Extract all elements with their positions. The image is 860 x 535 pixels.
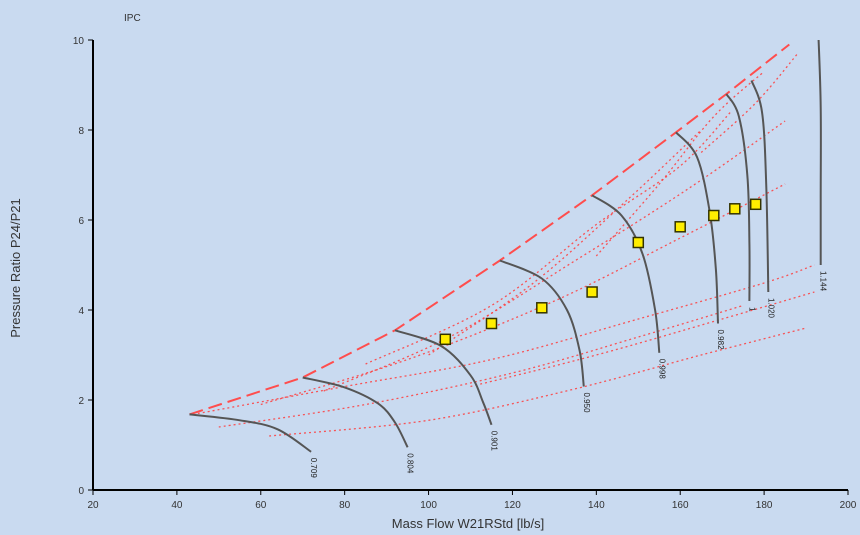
operating-point-marker bbox=[674, 221, 686, 233]
efficiency-contour-line bbox=[323, 120, 786, 392]
x-tick-label: 200 bbox=[840, 500, 857, 511]
axes bbox=[92, 40, 848, 491]
x-tick-label: 60 bbox=[255, 500, 267, 511]
x-tick-label: 20 bbox=[87, 500, 99, 511]
efficiency-contour-line bbox=[428, 129, 702, 356]
speed-line bbox=[189, 413, 312, 453]
operating-point-marker bbox=[729, 203, 741, 215]
surge-line bbox=[189, 43, 790, 416]
speed-line bbox=[302, 376, 409, 448]
operating-point-marker bbox=[708, 209, 720, 222]
efficiency-contour-line bbox=[470, 291, 815, 388]
chart-title: IPC bbox=[124, 13, 141, 24]
operating-point-marker bbox=[536, 302, 548, 314]
speed-line-label: 0.804 bbox=[406, 453, 415, 474]
y-tick-label: 2 bbox=[78, 396, 84, 407]
x-tick-label: 180 bbox=[756, 500, 773, 511]
y-axis-title: Pressure Ratio P24/P21 bbox=[8, 198, 23, 337]
operating-point-marker bbox=[632, 236, 645, 249]
axis-ticks: 20 40 60 80 100 120 140 160 180 200 0 2 4 6 8 10 bbox=[73, 36, 857, 511]
speed-line bbox=[394, 329, 493, 426]
y-tick-label: 4 bbox=[78, 306, 84, 317]
plot-curves: 0.709 0.804 0.901 0.950 0.998 0.982 1 1.020 1.14… bbox=[189, 39, 828, 479]
speed-line-label: 1.144 bbox=[819, 271, 828, 292]
speed-line-label: 0.901 bbox=[489, 431, 498, 452]
efficiency-contour-line bbox=[218, 304, 744, 428]
speed-line-label: 0.998 bbox=[657, 359, 666, 380]
x-tick-label: 140 bbox=[588, 500, 605, 511]
y-tick-label: 8 bbox=[78, 126, 84, 137]
x-tick-label: 100 bbox=[420, 500, 437, 511]
speed-line bbox=[750, 80, 770, 293]
speed-line bbox=[591, 194, 661, 353]
speed-line-label: 1 bbox=[747, 307, 756, 312]
y-tick-label: 0 bbox=[78, 486, 84, 497]
speed-line bbox=[817, 39, 822, 265]
efficiency-contour-line bbox=[260, 183, 786, 406]
operating-points bbox=[439, 198, 762, 346]
speed-line bbox=[499, 259, 585, 387]
operating-point-marker bbox=[749, 198, 762, 211]
x-tick-label: 160 bbox=[672, 500, 689, 511]
speed-line bbox=[725, 93, 751, 302]
operating-point-marker bbox=[586, 286, 598, 298]
speed-line-label: 0.950 bbox=[582, 393, 591, 414]
y-tick-label: 10 bbox=[73, 36, 85, 47]
speed-line-label: 0.982 bbox=[716, 330, 725, 351]
efficiency-contour-line bbox=[700, 53, 799, 153]
x-tick-label: 80 bbox=[339, 500, 351, 511]
efficiency-contour-line bbox=[365, 111, 732, 365]
operating-point-marker bbox=[485, 317, 498, 330]
y-tick-label: 6 bbox=[78, 216, 84, 227]
x-axis-title: Mass Flow W21RStd [lb/s] bbox=[392, 516, 544, 531]
speed-line-label: 1.020 bbox=[766, 298, 775, 319]
efficiency-contour-line bbox=[595, 71, 765, 257]
operating-point-marker bbox=[439, 333, 452, 346]
x-tick-label: 40 bbox=[171, 500, 183, 511]
x-tick-label: 120 bbox=[504, 500, 521, 511]
speed-line-label: 0.709 bbox=[309, 458, 318, 479]
